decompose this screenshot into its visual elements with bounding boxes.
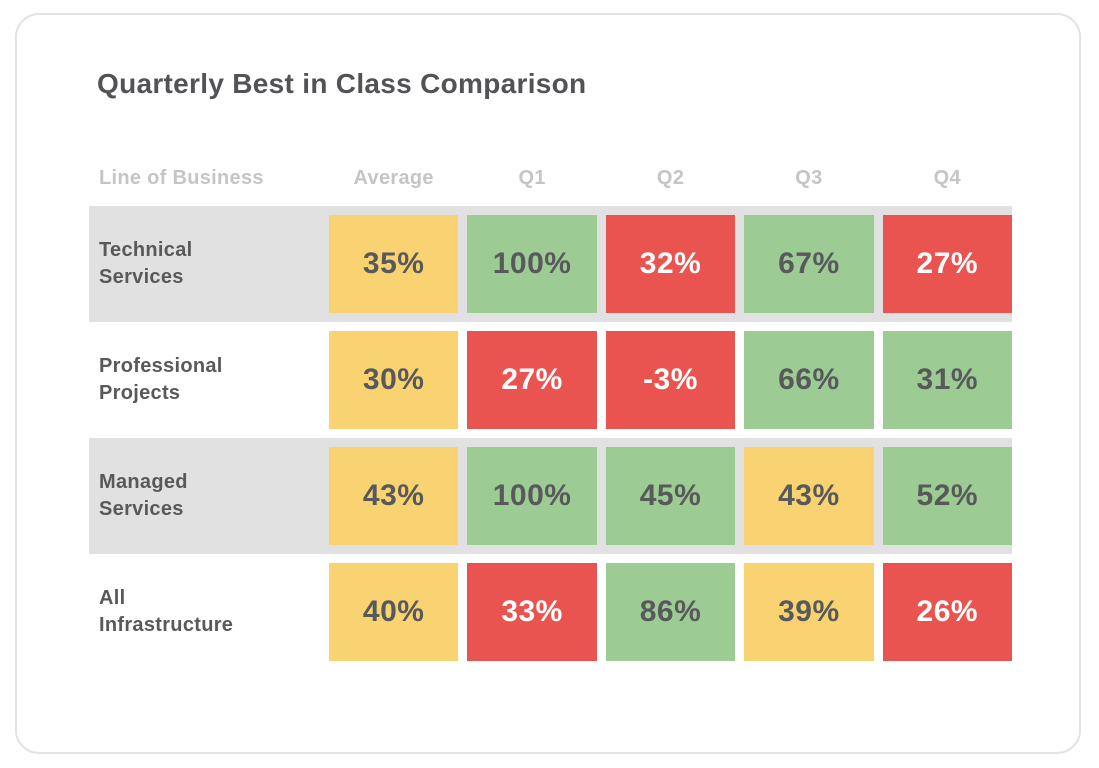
table-header-row: Line of Business Average Q1 Q2 Q3 Q4 <box>89 158 1012 198</box>
report-card: Quarterly Best in Class Comparison Line … <box>15 13 1081 754</box>
value-cell: 33% <box>467 563 597 661</box>
value-cell: 27% <box>467 331 597 429</box>
column-header-q3: Q3 <box>795 166 823 189</box>
column-header-line-of-business: Line of Business <box>99 166 264 189</box>
value-cell: 52% <box>882 447 1012 545</box>
row-label: All Infrastructure <box>99 587 234 636</box>
value-cell: 32% <box>605 215 736 313</box>
table-row-technical-services: Technical Services 35% 100% 32% 67% 27% <box>89 206 1012 322</box>
value-cell: 30% <box>329 331 459 429</box>
value-cell: 43% <box>329 447 459 545</box>
column-header-q2: Q2 <box>656 166 685 189</box>
value-cell: 26% <box>882 563 1012 661</box>
table-row-managed-services: Managed Services 43% 100% 45% 43% 52% <box>89 438 1012 554</box>
value-cell: 45% <box>605 447 736 545</box>
chart-title: Quarterly Best in Class Comparison <box>97 68 587 99</box>
value-cell: 40% <box>329 563 459 661</box>
row-label: Managed Services <box>99 471 188 520</box>
value-cell: 27% <box>882 215 1012 313</box>
value-cell: 86% <box>605 563 736 661</box>
column-header-average: Average <box>353 166 434 189</box>
value-cell: 31% <box>882 331 1012 429</box>
value-cell: 43% <box>744 447 874 545</box>
column-header-q1: Q1 <box>518 166 546 189</box>
value-cell: 67% <box>744 215 874 313</box>
column-header-q4: Q4 <box>933 166 961 189</box>
value-cell: -3% <box>605 331 736 429</box>
value-cell: 39% <box>744 563 874 661</box>
table-row-professional-projects: Professional Projects 30% 27% -3% 66% 31… <box>89 322 1012 438</box>
value-cell: 66% <box>744 331 874 429</box>
table-row-all-infrastructure: All Infrastructure 40% 33% 86% 39% 26% <box>89 554 1012 670</box>
row-label: Professional Projects <box>99 355 223 404</box>
value-cell: 100% <box>467 215 597 313</box>
comparison-table: Line of Business Average Q1 Q2 Q3 Q4 Tec… <box>89 158 1012 670</box>
value-cell: 100% <box>467 447 597 545</box>
value-cell: 35% <box>329 215 459 313</box>
row-label: Technical Services <box>99 239 193 288</box>
